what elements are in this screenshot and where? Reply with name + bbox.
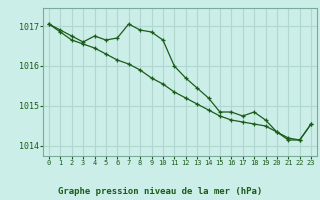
Text: Graphe pression niveau de la mer (hPa): Graphe pression niveau de la mer (hPa)	[58, 187, 262, 196]
